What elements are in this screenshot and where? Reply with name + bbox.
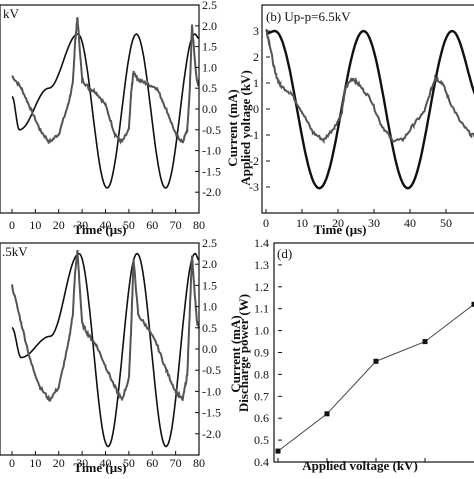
y-tick-label: 3 (253, 24, 259, 38)
y-tick-label: 1.0 (202, 300, 217, 314)
y-tick-label: 2 (253, 50, 259, 64)
y-tick-label: -0.5 (202, 123, 221, 137)
y-tick-label: 0.4 (254, 455, 269, 469)
panel-b: -3-2-101230102030405060 (b) Up-p=6.5kV T… (249, 5, 474, 237)
x-tick-label: 40 (404, 216, 416, 230)
y-tick-label: 0.5 (254, 433, 269, 447)
panel-a-voltage-line (12, 34, 199, 188)
panel-d-frame (274, 243, 474, 462)
x-tick-label: 80 (193, 456, 205, 470)
x-tick-label: 30 (368, 216, 380, 230)
x-tick-label: 0 (9, 456, 15, 470)
y-tick-label: 1 (253, 76, 259, 90)
x-tick-label: 70 (170, 218, 182, 232)
x-tick-label: 10 (296, 216, 308, 230)
y-tick-label: -0.5 (202, 363, 221, 377)
y-tick-label: 1.3 (254, 258, 269, 272)
y-tick-label: 1.2 (254, 280, 269, 294)
panel-c-voltage-line (12, 254, 199, 447)
y-tick-label: 1.0 (202, 60, 217, 74)
x-tick-label: 60 (146, 456, 158, 470)
y-tick-label: 1.5 (202, 278, 217, 292)
panel-c-label: .5kV (2, 244, 28, 259)
panel-b-label: (b) Up-p=6.5kV (266, 9, 351, 24)
panel-d-label: (d) (277, 246, 292, 261)
panel-c-current-line (12, 250, 199, 401)
y-tick-label: 0.8 (254, 367, 269, 381)
data-point-marker (325, 411, 330, 416)
y-tick-label: 0.0 (202, 102, 217, 116)
panel-d-power-line (278, 304, 474, 451)
x-tick-label: 80 (193, 218, 205, 232)
y-tick-label: -1.5 (202, 164, 221, 178)
y-tick-label: 2.0 (202, 19, 217, 33)
y-tick-label: 2.0 (202, 257, 217, 271)
y-tick-label: 2.5 (202, 0, 217, 12)
y-tick-label: 1.5 (202, 40, 217, 54)
y-tick-label: 2.5 (202, 236, 217, 250)
y-tick-label: -2.0 (202, 185, 221, 199)
x-tick-label: 20 (53, 456, 65, 470)
y-tick-label: 1.0 (254, 324, 269, 338)
y-tick-label: 1.4 (254, 236, 269, 250)
y-tick-label: 0.9 (254, 346, 269, 360)
panel-d: 0.40.50.60.70.80.91.01.11.21.31.45.05.56… (236, 236, 474, 474)
panel-d-ticks: 0.40.50.60.70.80.91.01.11.21.31.45.05.56… (254, 236, 433, 474)
x-tick-label: 10 (29, 218, 41, 232)
y-tick-label: -1 (249, 128, 259, 142)
panel-d-ylabel: Discharge power (W) (236, 294, 251, 412)
y-tick-label: -2 (249, 154, 259, 168)
y-tick-label: 0.0 (202, 342, 217, 356)
x-tick-label: 0 (9, 218, 15, 232)
y-tick-label: -3 (249, 180, 259, 194)
panel-b-voltage-line (266, 31, 474, 188)
x-tick-label: 60 (146, 218, 158, 232)
panel-b-xlabel: Time (μs) (314, 222, 367, 237)
x-tick-label: 10 (29, 456, 41, 470)
panel-a-current-line (12, 17, 199, 143)
data-point-marker (374, 359, 379, 364)
panel-a-label: kV (3, 6, 20, 21)
x-tick-label: 50 (440, 216, 452, 230)
x-tick-label: 70 (170, 456, 182, 470)
data-point-marker (276, 449, 281, 454)
y-tick-label: 0.7 (254, 389, 269, 403)
y-tick-label: -1.5 (202, 406, 221, 420)
y-tick-label: -1.0 (202, 144, 221, 158)
x-tick-label: 20 (53, 218, 65, 232)
y-tick-label: 0.5 (202, 81, 217, 95)
panel-c-frame (0, 243, 199, 455)
data-point-marker (423, 339, 428, 344)
y-tick-label: 0 (253, 102, 259, 116)
y-tick-label: -2.0 (202, 427, 221, 441)
panel-a-xlabel: Time (μs) (74, 222, 127, 237)
y-tick-label: 1.1 (254, 302, 269, 316)
y-tick-label: -1.0 (202, 384, 221, 398)
y-tick-label: 0.6 (254, 411, 269, 425)
panel-c-xlabel: Time (μs) (74, 460, 127, 474)
panel-d-xlabel: Applied voltage (kV) (302, 458, 418, 473)
y-tick-label: 0.5 (202, 321, 217, 335)
x-tick-label: 0 (263, 216, 269, 230)
